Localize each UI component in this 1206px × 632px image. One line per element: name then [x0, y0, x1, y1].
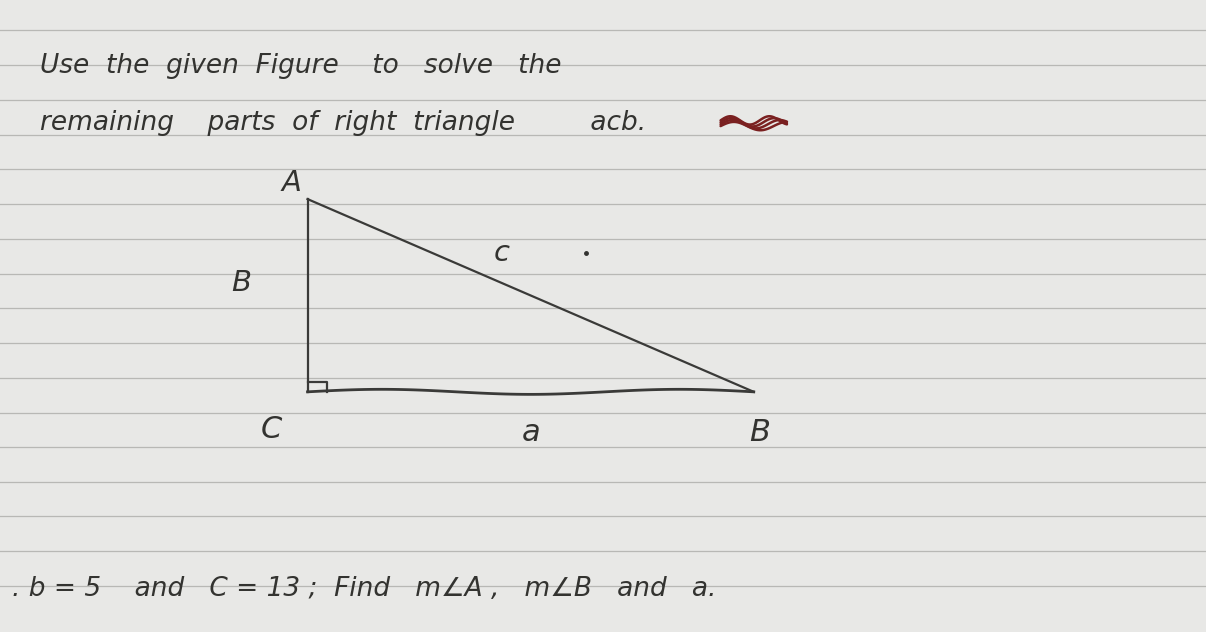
- Text: B: B: [749, 418, 771, 447]
- Text: A: A: [282, 169, 302, 197]
- Text: B: B: [232, 269, 251, 297]
- Text: a: a: [521, 418, 540, 447]
- Text: remaining    parts  of  right  triangle         acb.: remaining parts of right triangle acb.: [40, 110, 646, 137]
- Text: . b = 5    and   C = 13 ;  Find   m∠A ,   m∠B   and   a.: . b = 5 and C = 13 ; Find m∠A , m∠B and …: [12, 576, 716, 602]
- Text: Use  the  given  Figure    to   solve   the: Use the given Figure to solve the: [40, 53, 561, 80]
- Text: C: C: [260, 415, 282, 444]
- Text: c: c: [493, 240, 509, 267]
